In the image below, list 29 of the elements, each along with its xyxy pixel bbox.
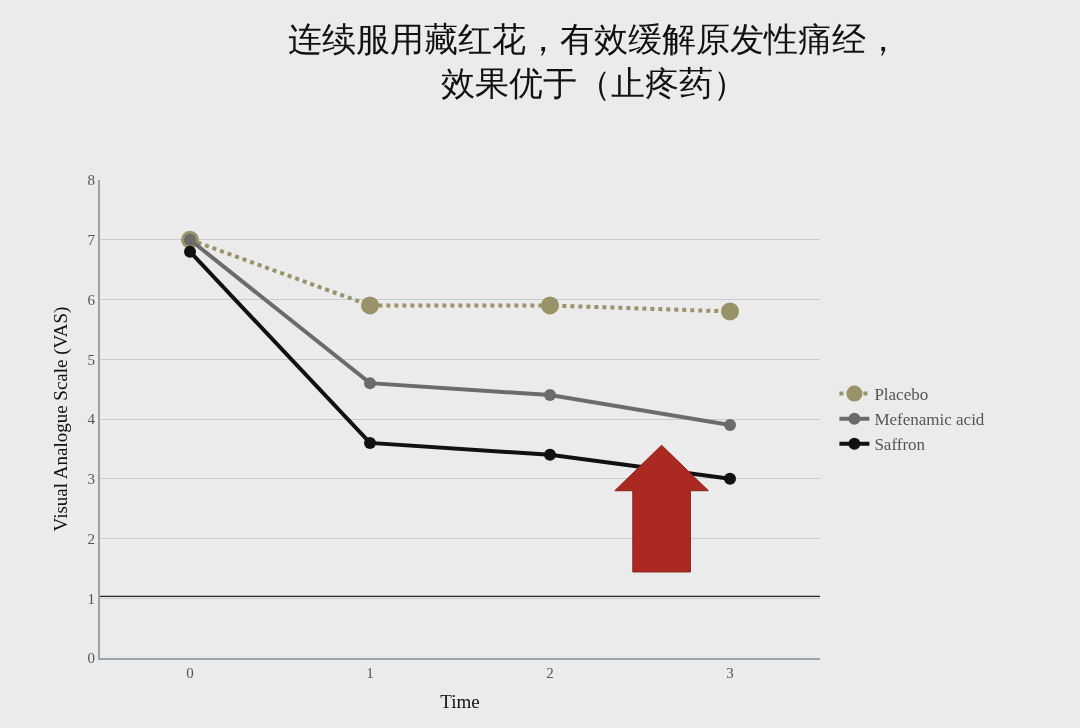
x-tick-label: 2 bbox=[546, 665, 554, 681]
x-tick-label: 0 bbox=[186, 665, 194, 681]
y-tick-label: 1 bbox=[87, 590, 95, 607]
y-tick-label: 7 bbox=[87, 232, 96, 248]
legend-label: Saffron bbox=[874, 435, 926, 455]
y-tick-label: 6 bbox=[87, 291, 96, 308]
y-tick-label: 3 bbox=[87, 471, 95, 487]
y-tick-label: 4 bbox=[87, 411, 96, 428]
y-tick-label: 2 bbox=[87, 530, 95, 547]
point bbox=[544, 448, 556, 461]
point bbox=[364, 436, 376, 449]
point bbox=[724, 418, 736, 431]
point bbox=[364, 377, 376, 390]
legend-label: Placebo bbox=[874, 385, 929, 405]
x-axis-title: Time bbox=[440, 691, 480, 713]
x-tick-label: 3 bbox=[726, 665, 734, 681]
point bbox=[541, 296, 559, 315]
point bbox=[361, 296, 379, 315]
chart-title: 连续服用藏红花，有效缓解原发性痛经，效果优于（止疼药） bbox=[288, 18, 900, 104]
y-tick-label: 8 bbox=[87, 172, 95, 189]
y-axis-title: Visual Analogue Scale (VAS) bbox=[49, 306, 72, 532]
y-tick-label: 0 bbox=[87, 650, 95, 667]
point bbox=[721, 302, 739, 321]
point bbox=[724, 472, 736, 485]
legend-label: Mefenamic acid bbox=[874, 410, 985, 430]
y-tick-label: 5 bbox=[87, 351, 95, 368]
point bbox=[184, 245, 196, 258]
point bbox=[544, 389, 556, 402]
x-tick-label: 1 bbox=[366, 665, 374, 681]
